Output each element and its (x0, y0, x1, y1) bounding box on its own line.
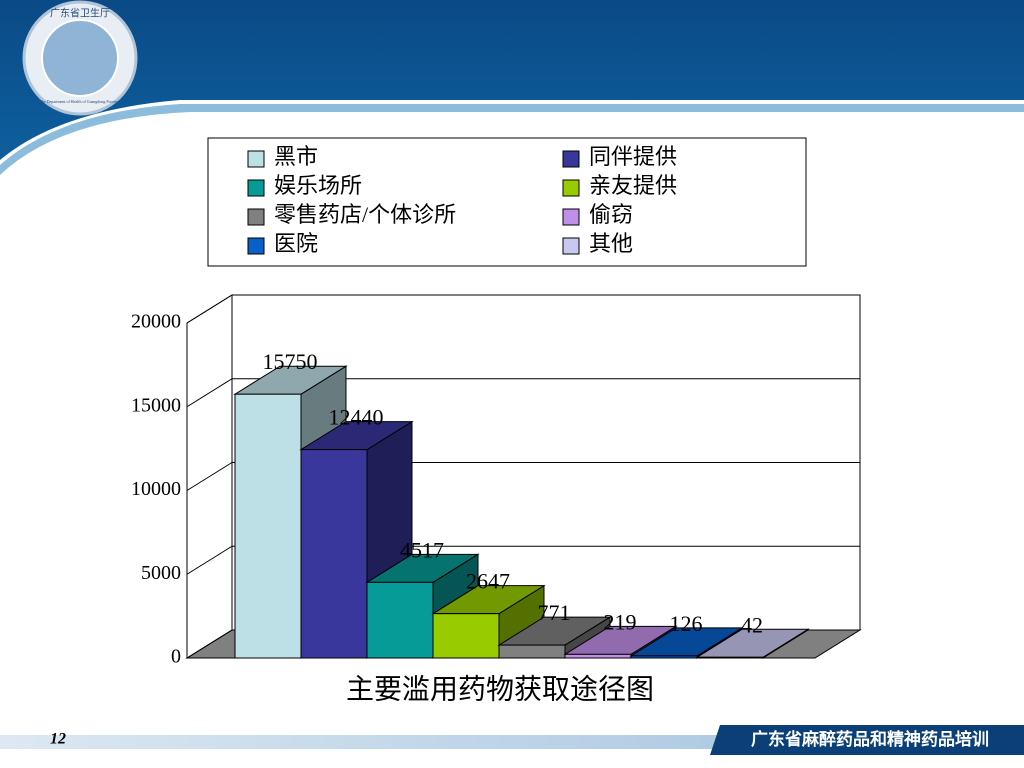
legend-swatch (562, 237, 580, 255)
legend (207, 137, 807, 267)
y-tick-label: 10000 (131, 478, 181, 500)
data-label: 219 (604, 609, 637, 634)
data-label: 2647 (466, 569, 510, 594)
data-label: 771 (538, 600, 571, 625)
data-label: 4517 (400, 537, 444, 562)
bar (498, 644, 566, 659)
bar (432, 613, 500, 659)
legend-label: 同伴提供 (589, 144, 677, 169)
grid-line-side (186, 629, 233, 659)
bar (564, 653, 632, 659)
legend-label: 医院 (274, 231, 318, 256)
legend-swatch (562, 150, 580, 168)
legend-label: 黑市 (274, 144, 318, 169)
legend-swatch (247, 208, 265, 226)
y-tick-label: 15000 (131, 394, 181, 416)
grid-line-side (186, 545, 233, 575)
logo-inner (41, 19, 119, 97)
legend-swatch (562, 208, 580, 226)
y-tick-label: 20000 (131, 311, 181, 333)
bar (234, 393, 302, 659)
y-tick-label: 5000 (141, 562, 181, 584)
bar (630, 655, 698, 659)
legend-label: 娱乐场所 (274, 173, 362, 198)
legend-swatch (247, 150, 265, 168)
legend-label: 其他 (589, 231, 633, 256)
data-label: 15750 (263, 349, 318, 374)
bar (300, 449, 368, 659)
header-band (0, 0, 1024, 160)
legend-swatch (247, 237, 265, 255)
legend-label: 偷窃 (589, 202, 633, 227)
legend-swatch (247, 179, 265, 197)
header-stripe (0, 104, 1024, 175)
footer-tab (710, 725, 1024, 755)
page-number: 12 (50, 731, 66, 748)
bar (696, 656, 764, 659)
chart-title: 主要滥用药物获取途径图 (346, 673, 654, 705)
grid-line-side (186, 378, 233, 408)
y-tick-label: 0 (171, 646, 181, 668)
data-label: 126 (670, 611, 703, 636)
legend-label: 零售药店/个体诊所 (274, 202, 456, 227)
bar (366, 581, 434, 659)
footer-text: 广东省麻醉药品和精神药品培训 (751, 729, 989, 750)
logo-text: 广东省卫生厅 (50, 6, 110, 19)
data-label: 12440 (329, 405, 384, 430)
logo-subtext: The Department of Health of Guangdong Pr… (39, 99, 121, 104)
grid-line-side (186, 462, 233, 491)
data-label: 42 (741, 612, 763, 637)
legend-label: 亲友提供 (589, 173, 677, 198)
legend-swatch (562, 179, 580, 197)
grid-line-side (186, 294, 233, 324)
